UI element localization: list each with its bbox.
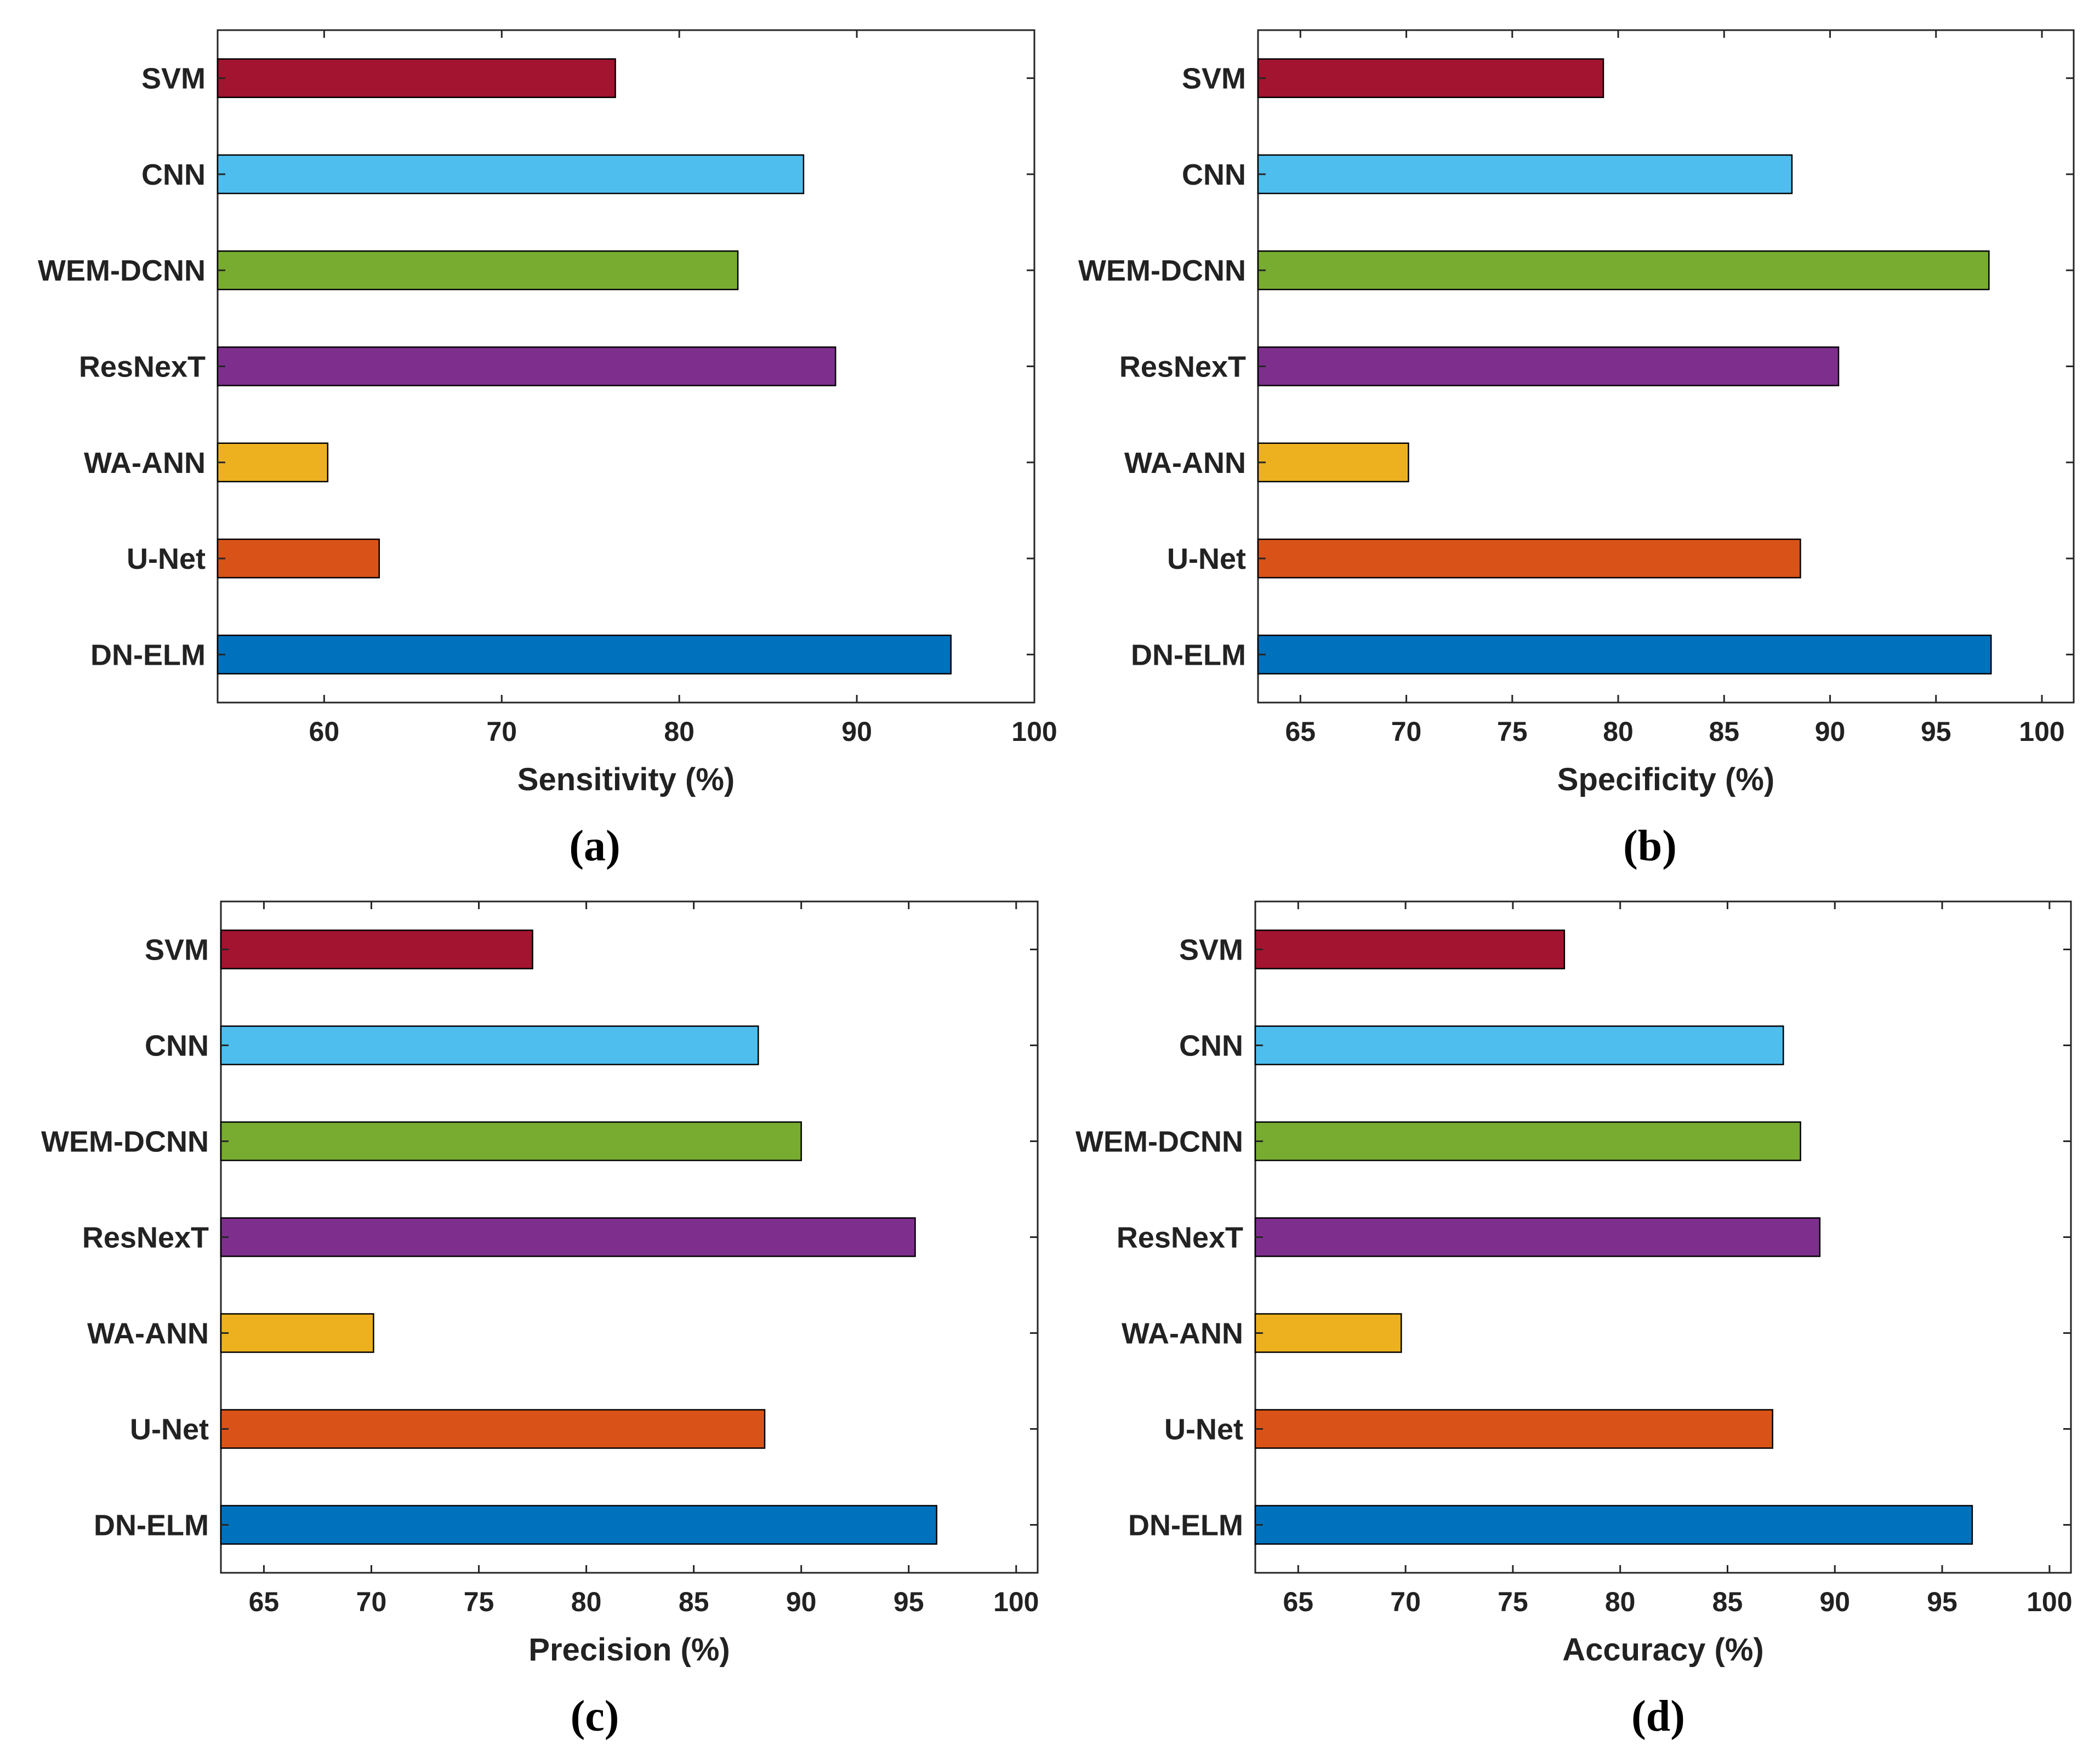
x-axis-label: Specificity (%) — [1557, 762, 1774, 797]
bar-wem-dcnn — [217, 250, 739, 290]
category-label: CNN — [1179, 1030, 1243, 1063]
category-label: SVM — [145, 934, 209, 967]
category-label: CNN — [141, 158, 206, 191]
bar-cnn — [1257, 154, 1793, 195]
bar-cnn — [1254, 1025, 1784, 1065]
category-label: WA-ANN — [1122, 1317, 1243, 1350]
x-tick-label: 80 — [571, 1586, 602, 1617]
bar-resnext — [1257, 346, 1840, 386]
bar-dn-elm — [217, 635, 952, 675]
category-label: DN-ELM — [1128, 1509, 1243, 1542]
panel-label: (b) — [1623, 822, 1677, 870]
panel-label: (a) — [569, 822, 620, 870]
bar-wa-ann — [217, 442, 329, 483]
category-label: DN-ELM — [1131, 638, 1246, 671]
category-label: CNN — [1182, 158, 1246, 191]
bar-u-net — [1257, 538, 1801, 579]
bar-cnn — [220, 1025, 759, 1065]
bar-svm — [1254, 929, 1566, 969]
x-tick-label: 100 — [1011, 716, 1057, 747]
x-tick-label: 95 — [894, 1586, 924, 1617]
category-label: WEM-DCNN — [1075, 1126, 1243, 1159]
x-tick-label: 90 — [1819, 1586, 1850, 1617]
x-tick-label: 65 — [1283, 1586, 1314, 1617]
x-tick-label: 85 — [1712, 1586, 1743, 1617]
x-tick-label: 100 — [993, 1586, 1039, 1617]
category-label: U-Net — [127, 543, 206, 575]
x-tick-label: 80 — [1603, 716, 1634, 747]
panel-label: (c) — [571, 1692, 619, 1740]
category-label: CNN — [145, 1030, 209, 1063]
bar-cnn — [217, 154, 805, 195]
bar-u-net — [220, 1409, 766, 1449]
category-label: SVM — [1179, 934, 1243, 967]
bar-wa-ann — [220, 1313, 374, 1353]
x-tick-label: 75 — [1498, 1586, 1528, 1617]
chart-panel-2: SVM CNN WEM-DCNN ResNexT WA-ANN U-Net DN-ELM 65… — [1078, 29, 2075, 870]
x-tick-label: 90 — [1815, 716, 1846, 747]
x-axis-label: Accuracy (%) — [1562, 1632, 1763, 1668]
category-label: DN-ELM — [94, 1509, 209, 1542]
bar-dn-elm — [1257, 635, 1992, 675]
x-tick-label: 95 — [1921, 716, 1951, 747]
bar-u-net — [217, 538, 380, 579]
x-tick-label: 100 — [2027, 1586, 2072, 1617]
x-tick-label: 65 — [249, 1586, 280, 1617]
x-tick-label: 80 — [1605, 1586, 1636, 1617]
x-tick-label: 75 — [464, 1586, 494, 1617]
category-label: WEM-DCNN — [38, 254, 206, 287]
panel-label: (d) — [1631, 1692, 1685, 1740]
bar-resnext — [217, 346, 836, 386]
category-label: WEM-DCNN — [41, 1126, 209, 1159]
category-label: SVM — [141, 62, 206, 95]
category-label: WA-ANN — [1124, 447, 1246, 480]
x-tick-label: 60 — [309, 716, 340, 747]
bar-dn-elm — [1254, 1505, 1973, 1545]
x-tick-label: 70 — [1391, 716, 1422, 747]
x-tick-label: 70 — [1390, 1586, 1421, 1617]
bar-resnext — [1254, 1217, 1821, 1257]
bar-wem-dcnn — [1257, 250, 1990, 290]
bar-resnext — [220, 1217, 916, 1257]
x-tick-label: 95 — [1927, 1586, 1957, 1617]
category-label: WEM-DCNN — [1078, 254, 1246, 287]
category-label: ResNexT — [1119, 351, 1246, 384]
bar-wem-dcnn — [1254, 1121, 1801, 1161]
category-label: DN-ELM — [90, 638, 206, 671]
x-tick-label: 90 — [841, 716, 872, 747]
chart-panel-1: SVM CNN WEM-DCNN ResNexT WA-ANN U-Net DN-ELM 60… — [38, 29, 1057, 870]
bar-wa-ann — [1257, 442, 1409, 483]
category-label: ResNexT — [82, 1222, 209, 1254]
bar-u-net — [1254, 1409, 1773, 1449]
x-axis-label: Sensitivity (%) — [517, 762, 735, 797]
category-label: ResNexT — [1117, 1222, 1243, 1254]
bar-dn-elm — [220, 1505, 937, 1545]
x-tick-label: 80 — [664, 716, 695, 747]
x-tick-label: 75 — [1497, 716, 1528, 747]
x-tick-label: 90 — [786, 1586, 817, 1617]
category-label: U-Net — [1167, 543, 1246, 575]
bar-svm — [217, 58, 616, 98]
bar-wa-ann — [1254, 1313, 1402, 1353]
x-tick-label: 70 — [356, 1586, 387, 1617]
bar-wem-dcnn — [220, 1121, 802, 1161]
category-label: WA-ANN — [87, 1317, 209, 1350]
category-label: SVM — [1182, 62, 1246, 95]
category-label: U-Net — [130, 1413, 209, 1446]
chart-panel-3: SVM CNN WEM-DCNN ResNexT WA-ANN U-Net DN-ELM 65… — [41, 900, 1039, 1740]
x-tick-label: 85 — [1709, 716, 1739, 747]
category-label: WA-ANN — [84, 447, 206, 480]
x-tick-label: 65 — [1285, 716, 1316, 747]
bar-svm — [1257, 58, 1604, 98]
x-tick-label: 70 — [486, 716, 517, 747]
category-label: U-Net — [1164, 1413, 1243, 1446]
category-label: ResNexT — [79, 351, 206, 384]
bar-svm — [220, 929, 533, 969]
chart-panel-4: SVM CNN WEM-DCNN ResNexT WA-ANN U-Net DN-ELM 65… — [1075, 900, 2073, 1740]
x-tick-label: 85 — [679, 1586, 709, 1617]
x-tick-label: 100 — [2019, 716, 2064, 747]
x-axis-label: Precision (%) — [528, 1632, 730, 1668]
